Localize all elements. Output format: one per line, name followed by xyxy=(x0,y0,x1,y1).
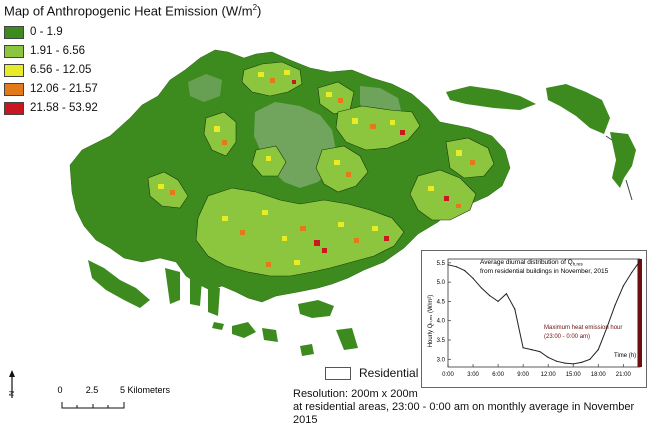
scale-label-0: 0 xyxy=(57,385,62,395)
legend-label: 1.91 - 6.56 xyxy=(30,45,85,57)
legend-swatch xyxy=(4,82,24,96)
jurong-island xyxy=(88,260,150,308)
chart-annotation-line2: (23:00 - 0:00 am) xyxy=(544,334,590,340)
data-point xyxy=(547,356,549,358)
chart-ylabel: Hourly Qh,res (W/m²) xyxy=(428,295,434,348)
sentosa-island xyxy=(298,300,334,318)
legend-item: 6.56 - 12.05 xyxy=(4,61,98,79)
port-piers xyxy=(165,268,220,316)
changi-line xyxy=(605,135,633,201)
data-point xyxy=(505,293,508,295)
diurnal-chart-inset: Average diurnal distribution of Qh,res f… xyxy=(421,250,647,388)
data-point xyxy=(480,287,482,289)
y-tick-label: 3.5 xyxy=(437,338,446,344)
legend-swatch xyxy=(4,25,24,39)
north-label: N xyxy=(9,391,16,396)
data-point xyxy=(447,264,449,266)
legend-item: 0 - 1.9 xyxy=(4,23,98,41)
y-tick-label: 5.5 xyxy=(437,261,446,267)
scale-label-mid: 2.5 xyxy=(86,385,99,395)
legend-item: 21.58 - 53.92 xyxy=(4,99,98,117)
x-tick-label: 15:00 xyxy=(566,372,582,378)
data-point xyxy=(631,271,633,274)
x-tick-label: 3:00 xyxy=(467,372,479,378)
diurnal-series-line xyxy=(447,260,641,365)
data-point xyxy=(530,349,533,351)
y-tick-label: 3.0 xyxy=(437,357,446,363)
scale-bar: 0 2.5 5 Kilometers xyxy=(57,385,171,409)
data-point xyxy=(597,349,599,351)
pulau-ubin xyxy=(446,86,536,110)
north-arrow-icon: N xyxy=(9,370,16,398)
reservoir-area-2 xyxy=(188,74,222,102)
data-point xyxy=(589,358,591,360)
data-point xyxy=(606,327,608,330)
heat-hotspots xyxy=(158,70,475,267)
data-point xyxy=(489,295,491,297)
legend-item: 1.91 - 6.56 xyxy=(4,42,98,60)
legend-swatch xyxy=(4,101,24,115)
data-point xyxy=(539,350,541,353)
legend-label: 0 - 1.9 xyxy=(30,26,63,38)
x-tick-label: 6:00 xyxy=(492,372,504,378)
southern-islands xyxy=(212,322,358,356)
diurnal-chart: Average diurnal distribution of Qh,res f… xyxy=(428,258,642,378)
data-point xyxy=(580,361,583,363)
data-point xyxy=(555,360,558,362)
y-tick-label: 5.0 xyxy=(437,280,446,286)
chart-annotation-line1: Maximum heat emission hour xyxy=(544,325,622,331)
changi-strip xyxy=(610,132,636,188)
data-point xyxy=(472,277,474,279)
chart-title-line2: from residential buildings in November, … xyxy=(480,268,609,275)
data-point xyxy=(455,266,457,268)
map-title: Map of Anthropogenic Heat Emission (W/m2… xyxy=(4,3,262,19)
resolution-note: Resolution: 200m x 200m xyxy=(293,388,418,400)
legend-swatch xyxy=(4,44,24,58)
legend-label: 12.06 - 21.57 xyxy=(30,83,98,95)
legend-swatch xyxy=(4,63,24,77)
data-point xyxy=(614,304,616,306)
average-note: at residential areas, 23:00 - 0:00 am on… xyxy=(293,401,635,426)
map-notes: Resolution: 200m x 200m at residential a… xyxy=(293,388,650,427)
map-legend: 0 - 1.9 1.91 - 6.56 6.56 - 12.05 12.06 -… xyxy=(4,23,98,118)
legend-label: 21.58 - 53.92 xyxy=(30,102,98,114)
x-tick-label: 9:00 xyxy=(517,372,529,378)
x-tick-label: 21:00 xyxy=(616,372,632,378)
y-tick-label: 4.5 xyxy=(437,299,446,305)
data-point xyxy=(564,362,566,364)
data-point xyxy=(572,363,574,365)
data-point xyxy=(522,347,524,349)
data-point xyxy=(639,260,641,262)
data-point xyxy=(464,269,466,272)
chart-plot-frame xyxy=(447,258,641,368)
residential-swatch xyxy=(325,366,351,380)
legend-label: 6.56 - 12.05 xyxy=(30,64,92,76)
y-tick-label: 4.0 xyxy=(437,319,446,325)
legend-item: 12.06 - 21.57 xyxy=(4,80,98,98)
data-point xyxy=(622,285,624,287)
chart-title-line1: Average diurnal distribution of Qh,res xyxy=(480,259,584,267)
x-tick-label: 12:00 xyxy=(541,372,557,378)
x-tick-label: 0:00 xyxy=(442,372,454,378)
data-point xyxy=(497,300,499,303)
x-tick-label: 18:00 xyxy=(591,372,607,378)
scale-label-end: 5 Kilometers xyxy=(120,385,171,395)
pulau-tekong xyxy=(546,84,610,134)
max-hour-highlight xyxy=(637,259,642,367)
data-point xyxy=(514,308,516,310)
chart-xlabel: Time (h) xyxy=(614,353,636,359)
